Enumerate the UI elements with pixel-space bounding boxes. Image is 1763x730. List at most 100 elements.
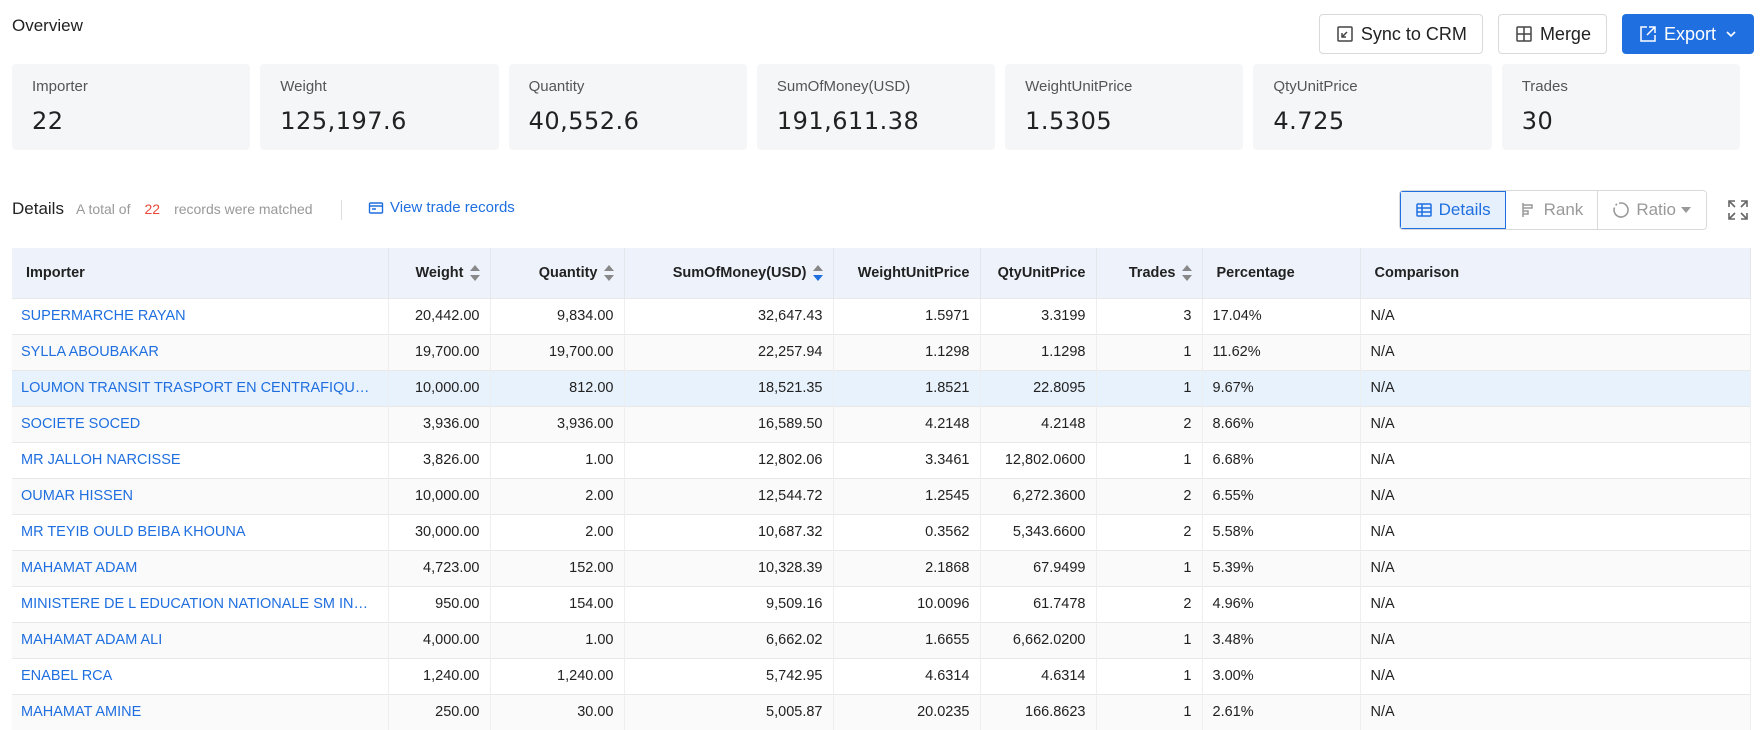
table-header-row: Importer Weight Quantity SumOfMoney(USD)… — [12, 248, 1751, 298]
column-header-trades[interactable]: Trades — [1096, 248, 1203, 298]
cell-weight: 30,000.00 — [388, 513, 491, 550]
table-row[interactable]: MAHAMAT ADAM 4,723.00 152.00 10,328.39 2.186… — [12, 549, 1751, 586]
cell-quantity: 1.00 — [490, 441, 625, 478]
cell-weight: 4,723.00 — [388, 549, 491, 586]
table-row[interactable]: ENABEL RCA 1,240.00 1,240.00 5,742.95 4.6314… — [12, 657, 1751, 694]
cell-quantity: 19,700.00 — [490, 333, 625, 370]
cell-qty-unit-price: 67.9499 — [980, 549, 1097, 586]
table-row[interactable]: SUPERMARCHE RAYAN 20,442.00 9,834.00 32,647… — [12, 297, 1751, 334]
cell-importer[interactable]: MR JALLOH NARCISSE — [12, 441, 389, 478]
cell-importer[interactable]: OUMAR HISSEN — [12, 477, 389, 514]
cell-sum-of-money: 9,509.16 — [624, 585, 834, 622]
cell-importer[interactable]: MINISTERE DE L EDUCATION NATIONALE SM IN… — [12, 585, 389, 622]
sort-icon[interactable] — [603, 264, 614, 282]
stat-value: 191,611.38 — [776, 107, 920, 135]
cell-comparison: N/A — [1360, 369, 1751, 406]
cell-percentage: 11.62% — [1202, 333, 1361, 370]
cell-quantity: 9,834.00 — [490, 297, 625, 334]
table-row[interactable]: SOCIETE SOCED 3,936.00 3,936.00 16,589.50 4.… — [12, 405, 1751, 442]
table-row[interactable]: MINISTERE DE L EDUCATION NATIONALE SM IN… — [12, 585, 1751, 622]
cell-importer[interactable]: MR TEYIB OULD BEIBA KHOUNA — [12, 513, 389, 550]
divider — [341, 200, 342, 220]
cell-importer[interactable]: MAHAMAT ADAM ALI — [12, 621, 389, 658]
cell-quantity: 1,240.00 — [490, 657, 625, 694]
stat-cards: Importer 22 Weight 125,197.6 Quantity 40… — [12, 64, 1740, 150]
tab-rank[interactable]: Rank — [1505, 191, 1599, 229]
view-switcher: Details Rank Ratio — [1398, 190, 1707, 230]
stat-card-qty-unit-price: QtyUnitPrice 4.725 — [1253, 64, 1492, 150]
cell-qty-unit-price: 5,343.6600 — [980, 513, 1097, 550]
table-row[interactable]: SYLLA ABOUBAKAR 19,700.00 19,700.00 22,257.… — [12, 333, 1751, 370]
table-row[interactable]: LOUMON TRANSIT TRASPORT EN CENTRAFIQUE L… — [12, 369, 1751, 406]
cell-comparison: N/A — [1360, 621, 1751, 658]
cell-importer[interactable]: MAHAMAT ADAM — [12, 549, 389, 586]
cell-sum-of-money: 18,521.35 — [624, 369, 834, 406]
stat-card-weight: Weight 125,197.6 — [260, 64, 499, 150]
cell-importer[interactable]: ENABEL RCA — [12, 657, 389, 694]
sort-icon[interactable] — [469, 264, 480, 282]
cell-trades: 2 — [1096, 513, 1203, 550]
details-title: Details — [12, 199, 64, 218]
stat-value: 40,552.6 — [528, 107, 640, 135]
details-bar: Details A total of 22 records were match… — [12, 190, 1750, 230]
column-header-weight[interactable]: Weight — [388, 248, 491, 298]
table-row[interactable]: MAHAMAT ADAM ALI 4,000.00 1.00 6,662.02 1.66… — [12, 621, 1751, 658]
cell-qty-unit-price: 6,272.3600 — [980, 477, 1097, 514]
column-header-sum-of-money[interactable]: SumOfMoney(USD) — [624, 248, 834, 298]
cell-sum-of-money: 22,257.94 — [624, 333, 834, 370]
cell-percentage: 9.67% — [1202, 369, 1361, 406]
cell-percentage: 6.55% — [1202, 477, 1361, 514]
sort-desc-icon[interactable] — [812, 264, 823, 282]
cell-importer[interactable]: SUPERMARCHE RAYAN — [12, 297, 389, 334]
cell-percentage: 8.66% — [1202, 405, 1361, 442]
cell-importer[interactable]: SOCIETE SOCED — [12, 405, 389, 442]
cell-percentage: 5.39% — [1202, 549, 1361, 586]
table-row[interactable]: MAHAMAT AMINE 250.00 30.00 5,005.87 20.0235 1… — [12, 693, 1751, 730]
table-row[interactable]: MR JALLOH NARCISSE 3,826.00 1.00 12,802.06 3… — [12, 441, 1751, 478]
table-row[interactable]: MR TEYIB OULD BEIBA KHOUNA 30,000.00 2.00 1… — [12, 513, 1751, 550]
cell-comparison: N/A — [1360, 333, 1751, 370]
page-title: Overview — [12, 16, 83, 35]
table-row[interactable]: OUMAR HISSEN 10,000.00 2.00 12,544.72 1.2545… — [12, 477, 1751, 514]
stat-card-trades: Trades 30 — [1501, 64, 1740, 150]
cell-trades: 1 — [1096, 441, 1203, 478]
stat-label: SumOfMoney(USD) — [776, 78, 911, 95]
stat-card-quantity: Quantity 40,552.6 — [508, 64, 747, 150]
sort-icon[interactable] — [1181, 264, 1192, 282]
stat-card-importer: Importer 22 — [12, 64, 251, 150]
cell-sum-of-money: 16,589.50 — [624, 405, 834, 442]
tab-details[interactable]: Details — [1399, 191, 1506, 229]
cell-qty-unit-price: 3.3199 — [980, 297, 1097, 334]
cell-quantity: 812.00 — [490, 369, 625, 406]
stat-value: 4.725 — [1273, 107, 1345, 135]
cell-percentage: 2.61% — [1202, 693, 1361, 730]
cell-trades: 2 — [1096, 405, 1203, 442]
view-trade-records-link[interactable]: View trade records — [368, 199, 515, 216]
sync-to-crm-button[interactable]: Sync to CRM — [1318, 14, 1483, 54]
fullscreen-icon[interactable] — [1726, 198, 1750, 222]
cell-comparison: N/A — [1360, 441, 1751, 478]
cell-importer[interactable]: LOUMON TRANSIT TRASPORT EN CENTRAFIQUE L… — [12, 369, 389, 406]
cell-weight: 19,700.00 — [388, 333, 491, 370]
cell-weight-unit-price: 1.8521 — [833, 369, 981, 406]
cell-qty-unit-price: 61.7478 — [980, 585, 1097, 622]
cell-trades: 1 — [1096, 549, 1203, 586]
column-header-quantity[interactable]: Quantity — [490, 248, 625, 298]
cell-percentage: 3.48% — [1202, 621, 1361, 658]
cell-importer[interactable]: MAHAMAT AMINE — [12, 693, 389, 730]
column-header-weight-unit-price: WeightUnitPrice — [833, 248, 981, 298]
cell-weight-unit-price: 2.1868 — [833, 549, 981, 586]
stat-label: Importer — [32, 78, 88, 95]
caret-down-icon — [1681, 207, 1691, 213]
cell-weight: 4,000.00 — [388, 621, 491, 658]
export-button[interactable]: Export — [1621, 14, 1754, 54]
tab-ratio[interactable]: Ratio — [1598, 191, 1706, 229]
cell-weight: 10,000.00 — [388, 477, 491, 514]
cell-importer[interactable]: SYLLA ABOUBAKAR — [12, 333, 389, 370]
stat-value: 22 — [32, 107, 64, 135]
cell-weight-unit-price: 4.6314 — [833, 657, 981, 694]
tab-rank-label: Rank — [1543, 200, 1584, 219]
cell-weight-unit-price: 20.0235 — [833, 693, 981, 730]
merge-button[interactable]: Merge — [1497, 14, 1607, 54]
stat-card-weight-unit-price: WeightUnitPrice 1.5305 — [1005, 64, 1244, 150]
